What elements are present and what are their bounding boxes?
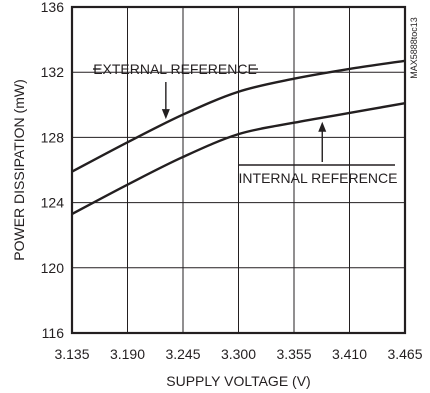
figure-code: MAX5888toc13 bbox=[409, 17, 419, 79]
series-line-internal-reference bbox=[71, 101, 406, 216]
x-tick-label: 3.135 bbox=[54, 346, 89, 362]
curves bbox=[71, 59, 406, 216]
arrow-head-internal bbox=[318, 121, 327, 132]
y-tick-label: 124 bbox=[41, 195, 65, 211]
tick-labels: 3.135 3.190 3.245 3.300 3.355 3.410 3.465 116 12… bbox=[41, 0, 423, 362]
x-tick-label: 3.410 bbox=[332, 346, 367, 362]
x-tick-label: 3.300 bbox=[221, 346, 256, 362]
y-axis-title: POWER DISSIPATION (mW) bbox=[11, 79, 27, 260]
y-tick-label: 136 bbox=[41, 0, 65, 15]
annotation-external-reference: EXTERNAL REFERENCE bbox=[93, 61, 257, 77]
x-tick-label: 3.190 bbox=[110, 346, 145, 362]
y-tick-label: 116 bbox=[42, 325, 65, 341]
y-tick-label: 132 bbox=[41, 64, 65, 80]
arrow-head-external bbox=[161, 109, 170, 120]
x-tick-label: 3.355 bbox=[276, 346, 311, 362]
y-tick-label: 128 bbox=[41, 129, 65, 145]
x-tick-label: 3.245 bbox=[165, 346, 200, 362]
plot-frame bbox=[70, 5, 407, 335]
series-line-external-reference bbox=[71, 59, 406, 173]
x-tick-label: 3.465 bbox=[387, 346, 422, 362]
annotation-internal-reference: INTERNAL REFERENCE bbox=[239, 170, 398, 186]
y-tick-label: 120 bbox=[41, 260, 65, 276]
annotations: EXTERNAL REFERENCE INTERNAL REFERENCE bbox=[93, 61, 397, 186]
x-axis-title: SUPPLY VOLTAGE (V) bbox=[166, 373, 310, 389]
